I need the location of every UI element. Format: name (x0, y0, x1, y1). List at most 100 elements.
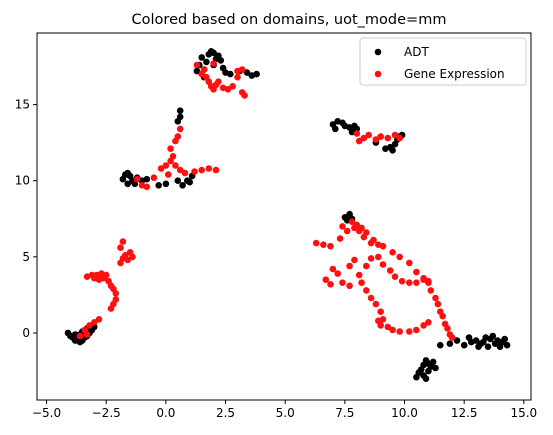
data-point (355, 137, 363, 145)
x-tick-label: 7.5 (335, 406, 354, 420)
data-point (358, 279, 365, 287)
data-point (253, 70, 260, 78)
data-point (107, 305, 115, 312)
x-tick-label: 2.5 (216, 406, 235, 420)
data-point (391, 131, 399, 139)
data-point (501, 335, 509, 343)
data-point (176, 125, 184, 133)
data-point (420, 322, 427, 329)
y-tick-label: 0 (22, 326, 30, 340)
data-point (432, 294, 439, 302)
data-point (413, 268, 420, 276)
data-point (353, 125, 361, 133)
y-tick-label: 5 (22, 250, 30, 264)
x-tick-label: 5.0 (276, 406, 295, 420)
x-tick-label: 15.0 (510, 406, 537, 420)
data-point (205, 165, 213, 172)
data-point (406, 279, 413, 287)
data-point (334, 270, 342, 277)
data-point (329, 265, 337, 273)
data-point (143, 183, 151, 191)
data-point (480, 338, 487, 346)
data-point (167, 145, 174, 152)
data-point (322, 276, 330, 284)
data-point (444, 325, 451, 332)
data-point (413, 326, 420, 334)
data-point (95, 316, 103, 323)
data-point (384, 134, 392, 142)
data-point (91, 274, 98, 282)
data-point (375, 253, 382, 261)
data-point (432, 364, 439, 372)
data-point (355, 271, 363, 279)
data-point (375, 317, 382, 325)
y-tick-label: 15 (15, 98, 30, 112)
data-point (377, 308, 385, 316)
data-point (351, 256, 358, 264)
data-point (360, 134, 368, 142)
data-point (327, 242, 334, 250)
data-point (174, 118, 182, 125)
data-point (193, 67, 201, 75)
data-point (169, 153, 177, 160)
data-point (203, 58, 210, 66)
data-point (346, 262, 353, 270)
data-point (425, 319, 432, 326)
series-gene-expression (76, 60, 456, 341)
legend: ADT Gene Expression (359, 37, 527, 86)
data-point (217, 57, 225, 64)
data-point (312, 239, 320, 247)
data-point (86, 322, 93, 329)
data-point (503, 341, 511, 349)
data-point (386, 267, 394, 274)
data-point (241, 92, 248, 99)
data-point (465, 334, 473, 341)
data-point (379, 261, 387, 268)
data-point (229, 83, 236, 90)
data-point (363, 287, 370, 294)
data-point (437, 341, 444, 349)
data-point (396, 134, 404, 142)
data-point (422, 375, 430, 383)
data-point (155, 182, 162, 189)
data-point (157, 165, 165, 172)
data-point (243, 69, 251, 76)
data-point (172, 162, 179, 169)
data-point (133, 175, 141, 183)
data-point (358, 224, 365, 232)
points-layer (64, 48, 511, 383)
data-point (396, 328, 404, 335)
data-point (406, 259, 413, 267)
data-point (348, 218, 356, 226)
data-point (76, 332, 84, 340)
legend-label: Gene Expression (404, 67, 505, 81)
data-point (339, 279, 346, 287)
data-point (453, 337, 461, 344)
data-point (212, 166, 220, 174)
data-point (124, 256, 131, 264)
data-point (386, 143, 394, 151)
legend-label: ADT (404, 45, 429, 59)
data-point (375, 241, 382, 248)
data-point (191, 168, 198, 175)
data-point (384, 323, 392, 331)
data-point (119, 238, 127, 245)
data-point (363, 262, 370, 270)
data-point (91, 319, 98, 326)
data-point (406, 328, 413, 335)
data-point (332, 125, 339, 133)
data-point (396, 253, 404, 261)
data-point (460, 341, 468, 349)
data-point (425, 277, 432, 285)
data-point (475, 343, 482, 351)
data-point (336, 235, 344, 242)
data-point (353, 221, 361, 229)
data-point (234, 73, 241, 81)
data-point (162, 180, 170, 188)
data-point (150, 174, 158, 181)
data-point (227, 70, 234, 78)
x-tick-label: 0.0 (156, 406, 175, 420)
data-point (320, 241, 327, 248)
data-point (434, 300, 442, 308)
